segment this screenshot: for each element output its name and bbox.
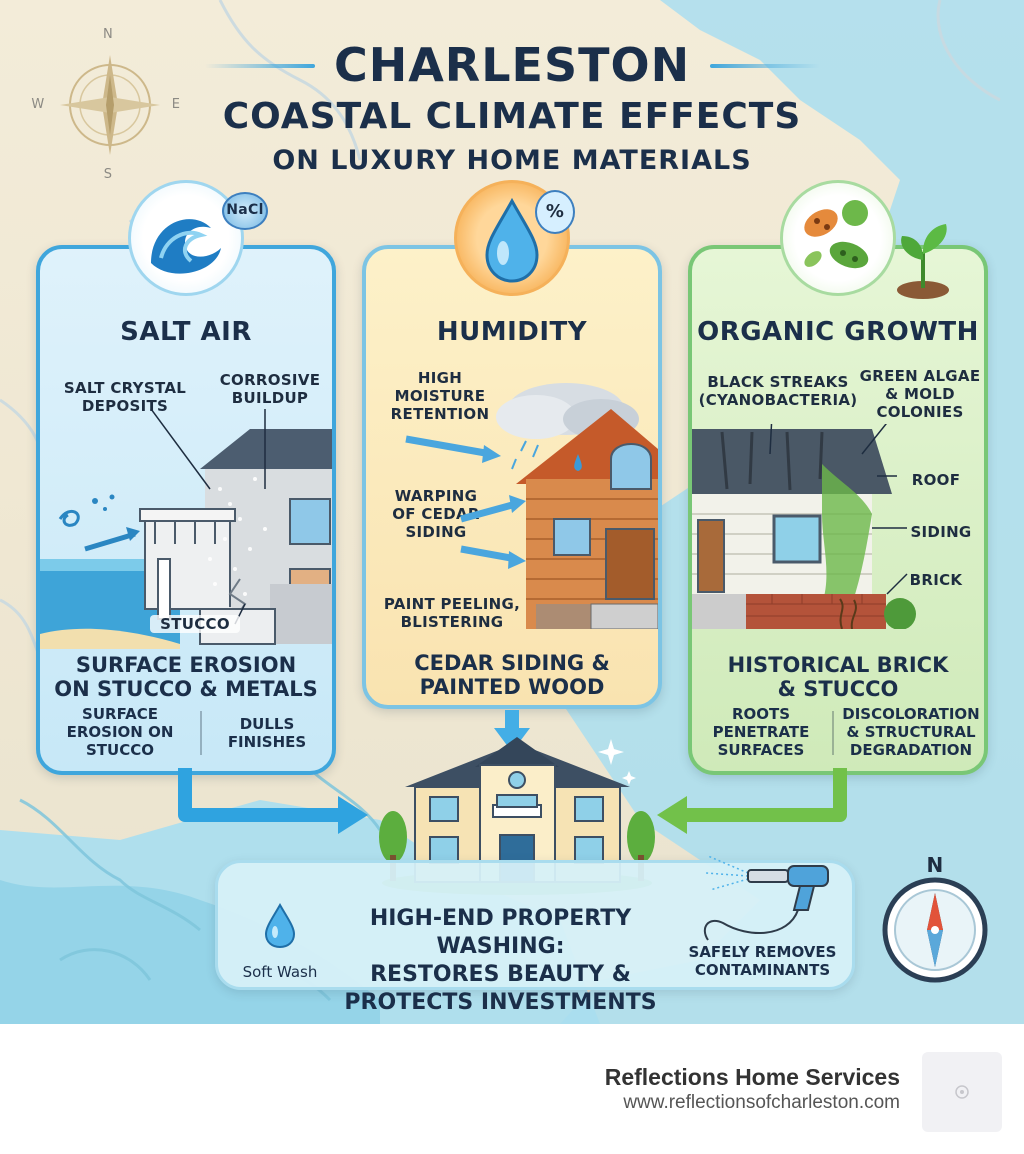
compass-rose-icon [60, 55, 160, 155]
card-humidity-summary: CEDAR SIDING & PAINTED WOOD [414, 651, 610, 699]
nacl-label: NaCl [226, 202, 264, 218]
compass-north-label: N [926, 853, 944, 877]
wave-icon [128, 180, 244, 296]
label-brick: BRICK [909, 571, 963, 589]
nacl-icon [222, 192, 268, 230]
solution-panel: Soft Wash HIGH-END PROPERTY WASHING: RES… [215, 855, 855, 1015]
label-stucco: STUCCO [150, 615, 240, 633]
card-salt-air-summary: SURFACE EROSION ON STUCCO & METALS [54, 653, 318, 701]
label-corrosive-buildup: CORROSIVE BUILDUP [219, 371, 321, 407]
soft-wash-label: Soft Wash [242, 963, 318, 981]
label-warping-cedar: WARPING OF CEDAR SIDING [392, 487, 480, 541]
sprout-icon [897, 224, 949, 299]
card-organic-growth-title: ORGANIC GROWTH [697, 317, 979, 347]
infographic: N S W E CHARLESTON COASTAL CLIMATE EFFEC… [0, 0, 1024, 1024]
title-line-3: ON LUXURY HOME MATERIALS [272, 145, 752, 176]
bacteria-icon [780, 180, 896, 296]
compass-rose-s: S [103, 167, 113, 182]
solution-title: HIGH-END PROPERTY WASHING: RESTORES BEAU… [344, 906, 657, 1015]
card-humidity: HUMIDITY HIGH MOISTURE RETENTION WARPING… [362, 245, 662, 709]
label-black-streaks: BLACK STREAKS (CYANOBACTERIA) [698, 373, 858, 409]
label-salt-crystal: SALT CRYSTAL DEPOSITS [63, 379, 187, 415]
brand-name: Reflections Home Services [604, 1064, 900, 1090]
connector-arrows [178, 710, 847, 834]
label-paint-peeling: PAINT PEELING, BLISTERING [383, 595, 521, 631]
card-organic-growth-summary: HISTORICAL BRICK & STUCCO [727, 653, 949, 701]
title-accent-right [710, 64, 820, 68]
card-humidity-title: HUMIDITY [436, 317, 588, 347]
label-roof: ROOF [911, 471, 961, 489]
brand-logo [922, 1052, 1002, 1132]
card-salt-air: SALT AIR SALT CRYSTAL DEPOSITS CORROSIVE… [36, 245, 336, 775]
divider [832, 711, 834, 755]
website-link[interactable]: www.reflectionsofcharleston.com [623, 1092, 900, 1113]
footer: Reflections Home Services www.reflection… [0, 1024, 1024, 1154]
safely-removes-label: SAFELY REMOVES CONTAMINANTS [688, 943, 837, 979]
humidity-house-illustration [405, 383, 658, 629]
card-salt-air-title: SALT AIR [120, 317, 252, 347]
card-organic-growth: ORGANIC GROWTH BLACK STREAKS (CYANOBACTE… [688, 245, 988, 775]
title-line-1: CHARLESTON [333, 38, 691, 92]
pressure-washer-icon [703, 855, 829, 941]
salt-sub-dulls-finishes: DULLS FINISHES [227, 715, 307, 751]
organic-sub-discoloration: DISCOLORATION & STRUCTURAL DEGRADATION [842, 705, 980, 759]
compass-rose-e: E [171, 97, 181, 112]
soft-wash-drop-icon [264, 903, 296, 949]
label-siding: SIDING [910, 523, 972, 541]
organic-house-illustration [692, 424, 916, 629]
salt-air-house-illustration [40, 409, 332, 649]
divider [200, 711, 202, 755]
percent-drop-icon [535, 190, 575, 234]
label-green-algae: GREEN ALGAE & MOLD COLONIES [859, 367, 981, 421]
salt-sub-erosion: SURFACE EROSION ON STUCCO [66, 705, 174, 759]
title-line-2: COASTAL CLIMATE EFFECTS [222, 96, 802, 137]
organic-sub-roots: ROOTS PENETRATE SURFACES [712, 705, 810, 759]
compass-icon [882, 877, 988, 983]
water-drop-icon [454, 180, 570, 296]
title-accent-left [205, 64, 315, 68]
percent-label: % [545, 201, 565, 222]
compass-rose-n: N [102, 27, 114, 42]
compass-rose-w: W [31, 97, 45, 112]
label-moisture-retention: HIGH MOISTURE RETENTION [390, 369, 490, 423]
